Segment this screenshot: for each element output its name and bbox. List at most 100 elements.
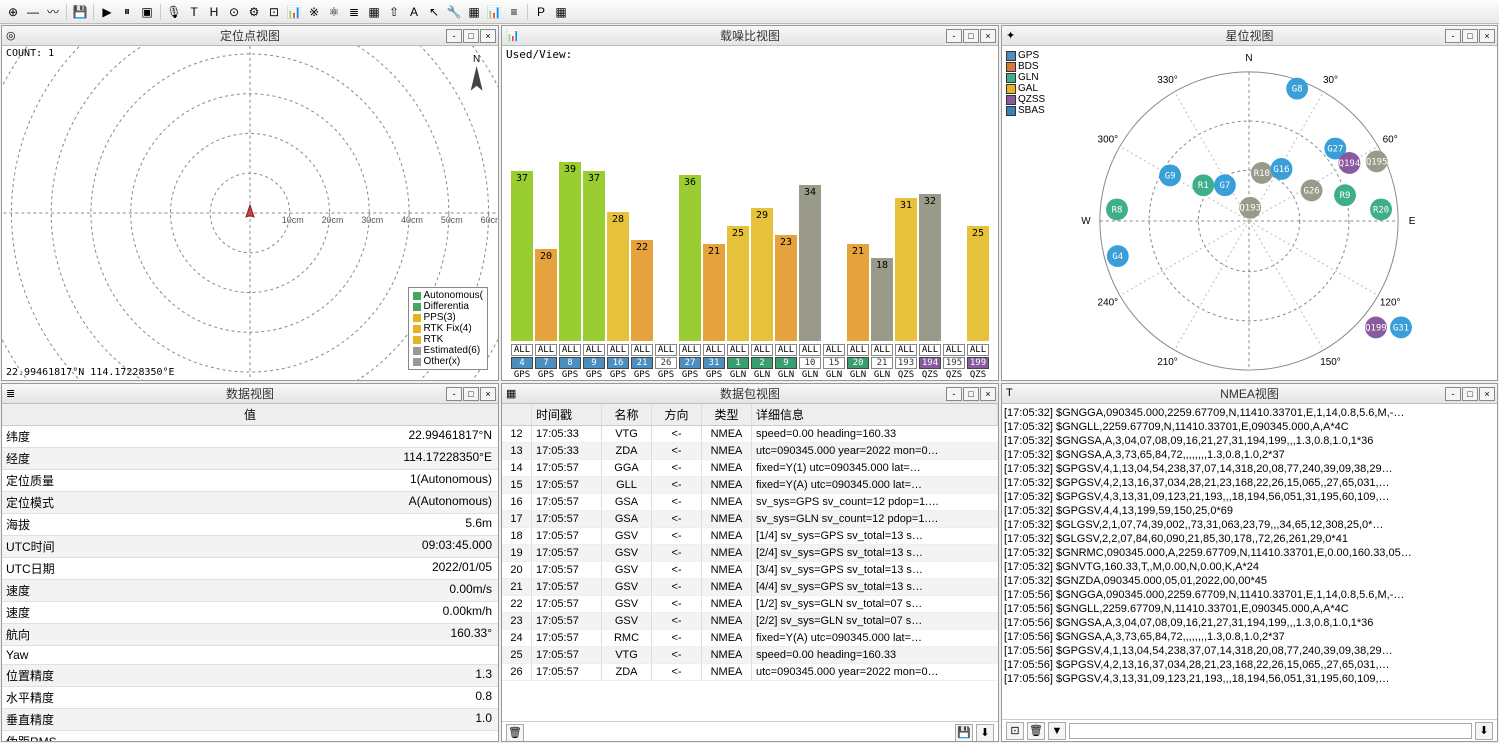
grid-icon: ▦ bbox=[506, 387, 520, 401]
nmea-line: [17:05:32] $GLGSV,2,1,07,74,39,002,,73,3… bbox=[1004, 518, 1495, 532]
packet-row[interactable]: 2117:05:57GSV<-NMEA[4/4] sv_sys=GPS sv_t… bbox=[502, 579, 998, 596]
svg-text:300°: 300° bbox=[1098, 134, 1119, 145]
data-row: Yaw bbox=[2, 646, 498, 665]
filter-input[interactable] bbox=[1069, 723, 1472, 739]
toolbar-button[interactable]: ⊡ bbox=[265, 3, 283, 21]
nmea-line: [17:05:32] $GPGSV,4,4,13,199,59,150,25,0… bbox=[1004, 504, 1495, 518]
toolbar-button[interactable]: 📊 bbox=[485, 3, 503, 21]
nmea-line: [17:05:56] $GPGSV,4,2,13,16,37,034,28,21… bbox=[1004, 658, 1495, 672]
toolbar-button[interactable]: ⏸ bbox=[118, 3, 136, 21]
toolbar-button[interactable]: ⚛ bbox=[325, 3, 343, 21]
nmea-line: [17:05:56] $GNGSA,A,3,73,65,84,72,,,,,,,… bbox=[1004, 630, 1495, 644]
cn-panel: 📊 载噪比视图 - □ × Used/View: 37ALL4GPS20ALL7… bbox=[501, 25, 999, 381]
packet-row[interactable]: 1217:05:33VTG<-NMEAspeed=0.00 heading=16… bbox=[502, 426, 998, 443]
toolbar-button[interactable]: ▦ bbox=[465, 3, 483, 21]
maximize-button[interactable]: □ bbox=[463, 387, 479, 401]
toolbar-button[interactable]: A bbox=[405, 3, 423, 21]
packet-row[interactable]: 2217:05:57GSV<-NMEA[1/2] sv_sys=GLN sv_t… bbox=[502, 596, 998, 613]
maximize-button[interactable]: □ bbox=[963, 387, 979, 401]
toolbar-button[interactable]: ▦ bbox=[365, 3, 383, 21]
data-row: 定位模式A(Autonomous) bbox=[2, 492, 498, 514]
packet-row[interactable]: 1617:05:57GSA<-NMEAsv_sys=GPS sv_count=1… bbox=[502, 494, 998, 511]
minimize-button[interactable]: - bbox=[446, 29, 462, 43]
close-button[interactable]: × bbox=[980, 29, 996, 43]
toolbar-button[interactable]: 🔧 bbox=[445, 3, 463, 21]
close-button[interactable]: × bbox=[480, 387, 496, 401]
delete-button[interactable]: 🗑 bbox=[506, 724, 524, 742]
toolbar-button[interactable]: ▣ bbox=[138, 3, 156, 21]
toolbar-button[interactable]: T bbox=[185, 3, 203, 21]
data-row: UTC时间09:03:45.000 bbox=[2, 536, 498, 558]
toolbar-button[interactable]: ※ bbox=[305, 3, 323, 21]
close-button[interactable]: × bbox=[1479, 387, 1495, 401]
packet-row[interactable]: 2517:05:57VTG<-NMEAspeed=0.00 heading=16… bbox=[502, 647, 998, 664]
minimize-button[interactable]: - bbox=[946, 29, 962, 43]
toolbar-button[interactable]: ▶ bbox=[98, 3, 116, 21]
close-button[interactable]: × bbox=[980, 387, 996, 401]
save-button[interactable]: 💾 bbox=[955, 724, 973, 742]
nmea-lines[interactable]: [17:05:32] $GNGGA,090345.000,2259.67709,… bbox=[1002, 404, 1497, 719]
maximize-button[interactable]: □ bbox=[463, 29, 479, 43]
toolbar-button[interactable]: ⊙ bbox=[225, 3, 243, 21]
export-button[interactable]: ⬇ bbox=[1475, 722, 1493, 740]
toolbar-button[interactable]: P bbox=[532, 3, 550, 21]
sky-legend: GPSBDSGLNGALQZSSSBAS bbox=[1006, 50, 1045, 116]
toolbar-button[interactable]: 💾 bbox=[71, 3, 89, 21]
nmea-line: [17:05:32] $GPGSV,4,3,13,31,09,123,21,19… bbox=[1004, 490, 1495, 504]
packet-row[interactable]: 1417:05:57GGA<-NMEAfixed=Y(1) utc=090345… bbox=[502, 460, 998, 477]
packet-row[interactable]: 1917:05:57GSV<-NMEA[2/4] sv_sys=GPS sv_t… bbox=[502, 545, 998, 562]
packet-row[interactable]: 1817:05:57GSV<-NMEA[1/4] sv_sys=GPS sv_t… bbox=[502, 528, 998, 545]
packet-title: 数据包视图 bbox=[720, 385, 780, 402]
minimize-button[interactable]: - bbox=[1445, 387, 1461, 401]
toolbar-button[interactable]: 〰 bbox=[44, 3, 62, 21]
delete-button[interactable]: 🗑 bbox=[1027, 722, 1045, 740]
data-row: 经度114.17228350°E bbox=[2, 448, 498, 470]
text-icon: T bbox=[1006, 387, 1020, 401]
cn-title: 载噪比视图 bbox=[720, 27, 780, 44]
svg-text:40cm: 40cm bbox=[401, 215, 423, 225]
nmea-line: [17:05:32] $GLGSV,2,2,07,84,60,090,21,85… bbox=[1004, 532, 1495, 546]
packet-row[interactable]: 1317:05:33ZDA<-NMEAutc=090345.000 year=2… bbox=[502, 443, 998, 460]
minimize-button[interactable]: - bbox=[946, 387, 962, 401]
svg-text:R8: R8 bbox=[1112, 205, 1123, 215]
nmea-line: [17:05:32] $GPGSV,4,2,13,16,37,034,28,21… bbox=[1004, 476, 1495, 490]
svg-text:Q194: Q194 bbox=[1339, 159, 1361, 169]
packet-row[interactable]: 2617:05:57ZDA<-NMEAutc=090345.000 year=2… bbox=[502, 664, 998, 681]
toolbar-button[interactable]: H bbox=[205, 3, 223, 21]
packet-rows[interactable]: 1217:05:33VTG<-NMEAspeed=0.00 heading=16… bbox=[502, 426, 998, 721]
toolbar-button[interactable]: 📊 bbox=[285, 3, 303, 21]
export-button[interactable]: ⬇ bbox=[976, 724, 994, 742]
maximize-button[interactable]: □ bbox=[963, 29, 979, 43]
toolbar-button[interactable]: ⚙ bbox=[245, 3, 263, 21]
data-row: 纬度22.99461817°N bbox=[2, 426, 498, 448]
svg-text:Q193: Q193 bbox=[1239, 204, 1261, 214]
packet-row[interactable]: 2417:05:57RMC<-NMEAfixed=Y(A) utc=090345… bbox=[502, 630, 998, 647]
data-title: 数据视图 bbox=[226, 385, 274, 402]
svg-text:Q195: Q195 bbox=[1366, 157, 1388, 167]
close-button[interactable]: × bbox=[480, 29, 496, 43]
packet-row[interactable]: 2017:05:57GSV<-NMEA[3/4] sv_sys=GPS sv_t… bbox=[502, 562, 998, 579]
toolbar-button[interactable]: ⊕ bbox=[4, 3, 22, 21]
radar-title: 定位点视图 bbox=[220, 27, 280, 44]
packet-row[interactable]: 1517:05:57GLL<-NMEAfixed=Y(A) utc=090345… bbox=[502, 477, 998, 494]
data-row: UTC日期2022/01/05 bbox=[2, 558, 498, 580]
toolbar-button[interactable]: ↖ bbox=[425, 3, 443, 21]
packet-row[interactable]: 2317:05:57GSV<-NMEA[2/2] sv_sys=GLN sv_t… bbox=[502, 613, 998, 630]
toolbar-button[interactable]: ⇧ bbox=[385, 3, 403, 21]
packet-row[interactable]: 1717:05:57GSA<-NMEAsv_sys=GLN sv_count=1… bbox=[502, 511, 998, 528]
toolbar-button[interactable]: 🎙 bbox=[165, 3, 183, 21]
minimize-button[interactable]: - bbox=[446, 387, 462, 401]
close-button[interactable]: × bbox=[1479, 29, 1495, 43]
toolbar-button[interactable]: — bbox=[24, 3, 42, 21]
minimize-button[interactable]: - bbox=[1445, 29, 1461, 43]
select-button[interactable]: ⊡ bbox=[1006, 722, 1024, 740]
toolbar-button[interactable]: ≡ bbox=[505, 3, 523, 21]
toolbar-button[interactable]: ≣ bbox=[345, 3, 363, 21]
data-rows[interactable]: 纬度22.99461817°N经度114.17228350°E定位质量1(Aut… bbox=[2, 426, 498, 741]
maximize-button[interactable]: □ bbox=[1462, 29, 1478, 43]
nmea-line: [17:05:32] $GNRMC,090345.000,A,2259.6770… bbox=[1004, 546, 1495, 560]
toolbar-button[interactable]: ▦ bbox=[552, 3, 570, 21]
maximize-button[interactable]: □ bbox=[1462, 387, 1478, 401]
filter-button[interactable]: ▼ bbox=[1048, 722, 1066, 740]
svg-text:G8: G8 bbox=[1292, 85, 1303, 95]
